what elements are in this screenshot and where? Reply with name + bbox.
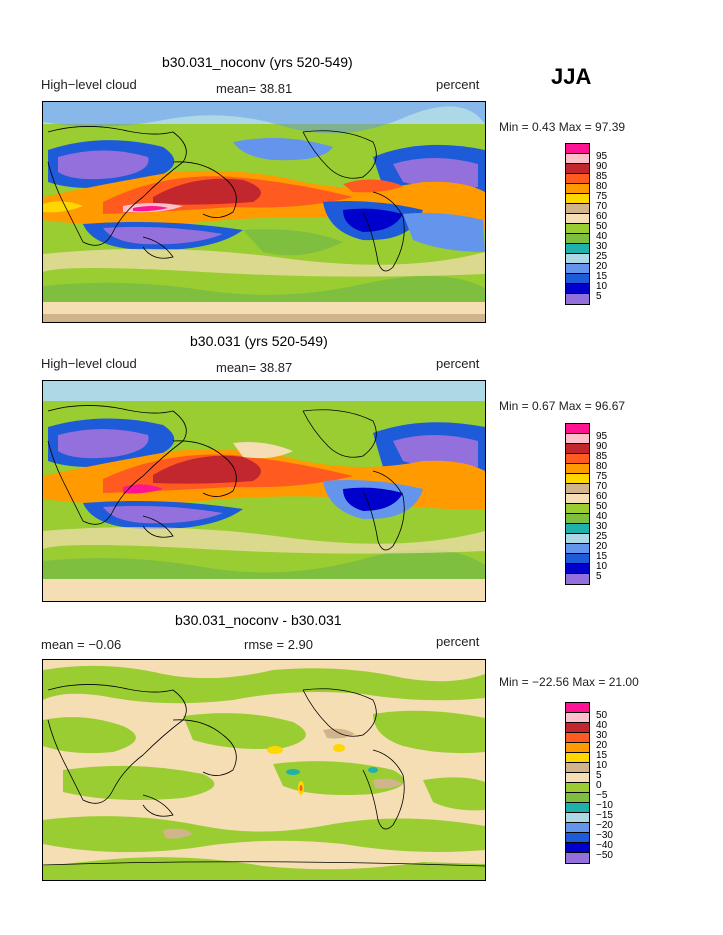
season-label: JJA [551,64,592,89]
colorbar-label: 15 [596,551,608,562]
colorbar-label: 75 [596,471,608,482]
colorbar-label: 60 [596,211,608,222]
colorbar-label: 5 [596,291,602,302]
colorbar-label: 10 [596,561,608,572]
colorbar-label: 50 [596,221,608,232]
panel-mean-label: mean= 38.81 [216,81,293,96]
cloud-map [43,102,485,322]
colorbar-label: −15 [596,810,613,821]
colorbar-label: 70 [596,201,608,212]
panel-variable-label: High−level cloud [41,356,137,371]
panel-variable-label: High−level cloud [41,77,137,92]
colorbar-label: 95 [596,431,608,442]
colorbar-label: 75 [596,191,608,202]
colorbar-label: 95 [596,151,608,162]
colorbar-label: −20 [596,820,613,831]
colorbar-label: 90 [596,441,608,452]
colorbar-label: 5 [596,571,602,582]
panel-mean-label: mean= 38.87 [216,360,293,375]
colorbar-label: 90 [596,161,608,172]
colorbar-label: 85 [596,451,608,462]
panel-units-label: percent [436,356,480,371]
colorbar-label: 30 [596,730,608,741]
colorbar-label: 10 [596,760,608,771]
colorbar-label: 70 [596,481,608,492]
colorbar-label: 40 [596,511,608,522]
colorbar-label: 25 [596,251,608,262]
panel-minmax-label: Min = 0.43 Max = 97.39 [499,120,626,134]
colorbar-label: 15 [596,750,608,761]
panel-minmax-label: Min = 0.67 Max = 96.67 [499,399,626,413]
panel-units-label: percent [436,634,480,649]
panel-title: b30.031_noconv (yrs 520-549) [162,54,353,70]
panel-title: b30.031_noconv - b30.031 [175,612,342,628]
colorbar-label: 40 [596,231,608,242]
colorbar-label: 10 [596,281,608,292]
map-frame [42,659,486,881]
colorbar-label: −50 [596,850,613,861]
colorbar-label: 25 [596,531,608,542]
colorbar-box [565,573,590,585]
panel-minmax-label: Min = −22.56 Max = 21.00 [499,675,639,689]
colorbar-label: −5 [596,790,608,801]
colorbar-label: 20 [596,261,608,272]
colorbar-label: 85 [596,171,608,182]
panel-units-label: percent [436,77,480,92]
colorbar-label: 50 [596,710,608,721]
colorbar-label: 40 [596,720,608,731]
colorbar-label: 80 [596,461,608,472]
colorbar-box [565,293,590,305]
colorbar-box [565,852,590,864]
colorbar-label: 15 [596,271,608,282]
colorbar-label: 0 [596,780,602,791]
colorbar-label: −10 [596,800,613,811]
colorbar-label: 5 [596,770,602,781]
colorbar-label: −30 [596,830,613,841]
colorbar-label: 20 [596,541,608,552]
map-frame [42,101,486,323]
colorbar-label: 80 [596,181,608,192]
panel-mean-label: mean = −0.06 [41,637,122,652]
panel-title: b30.031 (yrs 520-549) [190,333,328,349]
colorbar-label: −40 [596,840,613,851]
colorbar-label: 30 [596,521,608,532]
colorbar-label: 60 [596,491,608,502]
colorbar-label: 20 [596,740,608,751]
cloud-map [43,381,485,601]
colorbar-label: 30 [596,241,608,252]
panel-rmse-label: rmse = 2.90 [244,637,314,652]
map-frame [42,380,486,602]
colorbar-label: 50 [596,501,608,512]
difference-map [43,660,485,880]
